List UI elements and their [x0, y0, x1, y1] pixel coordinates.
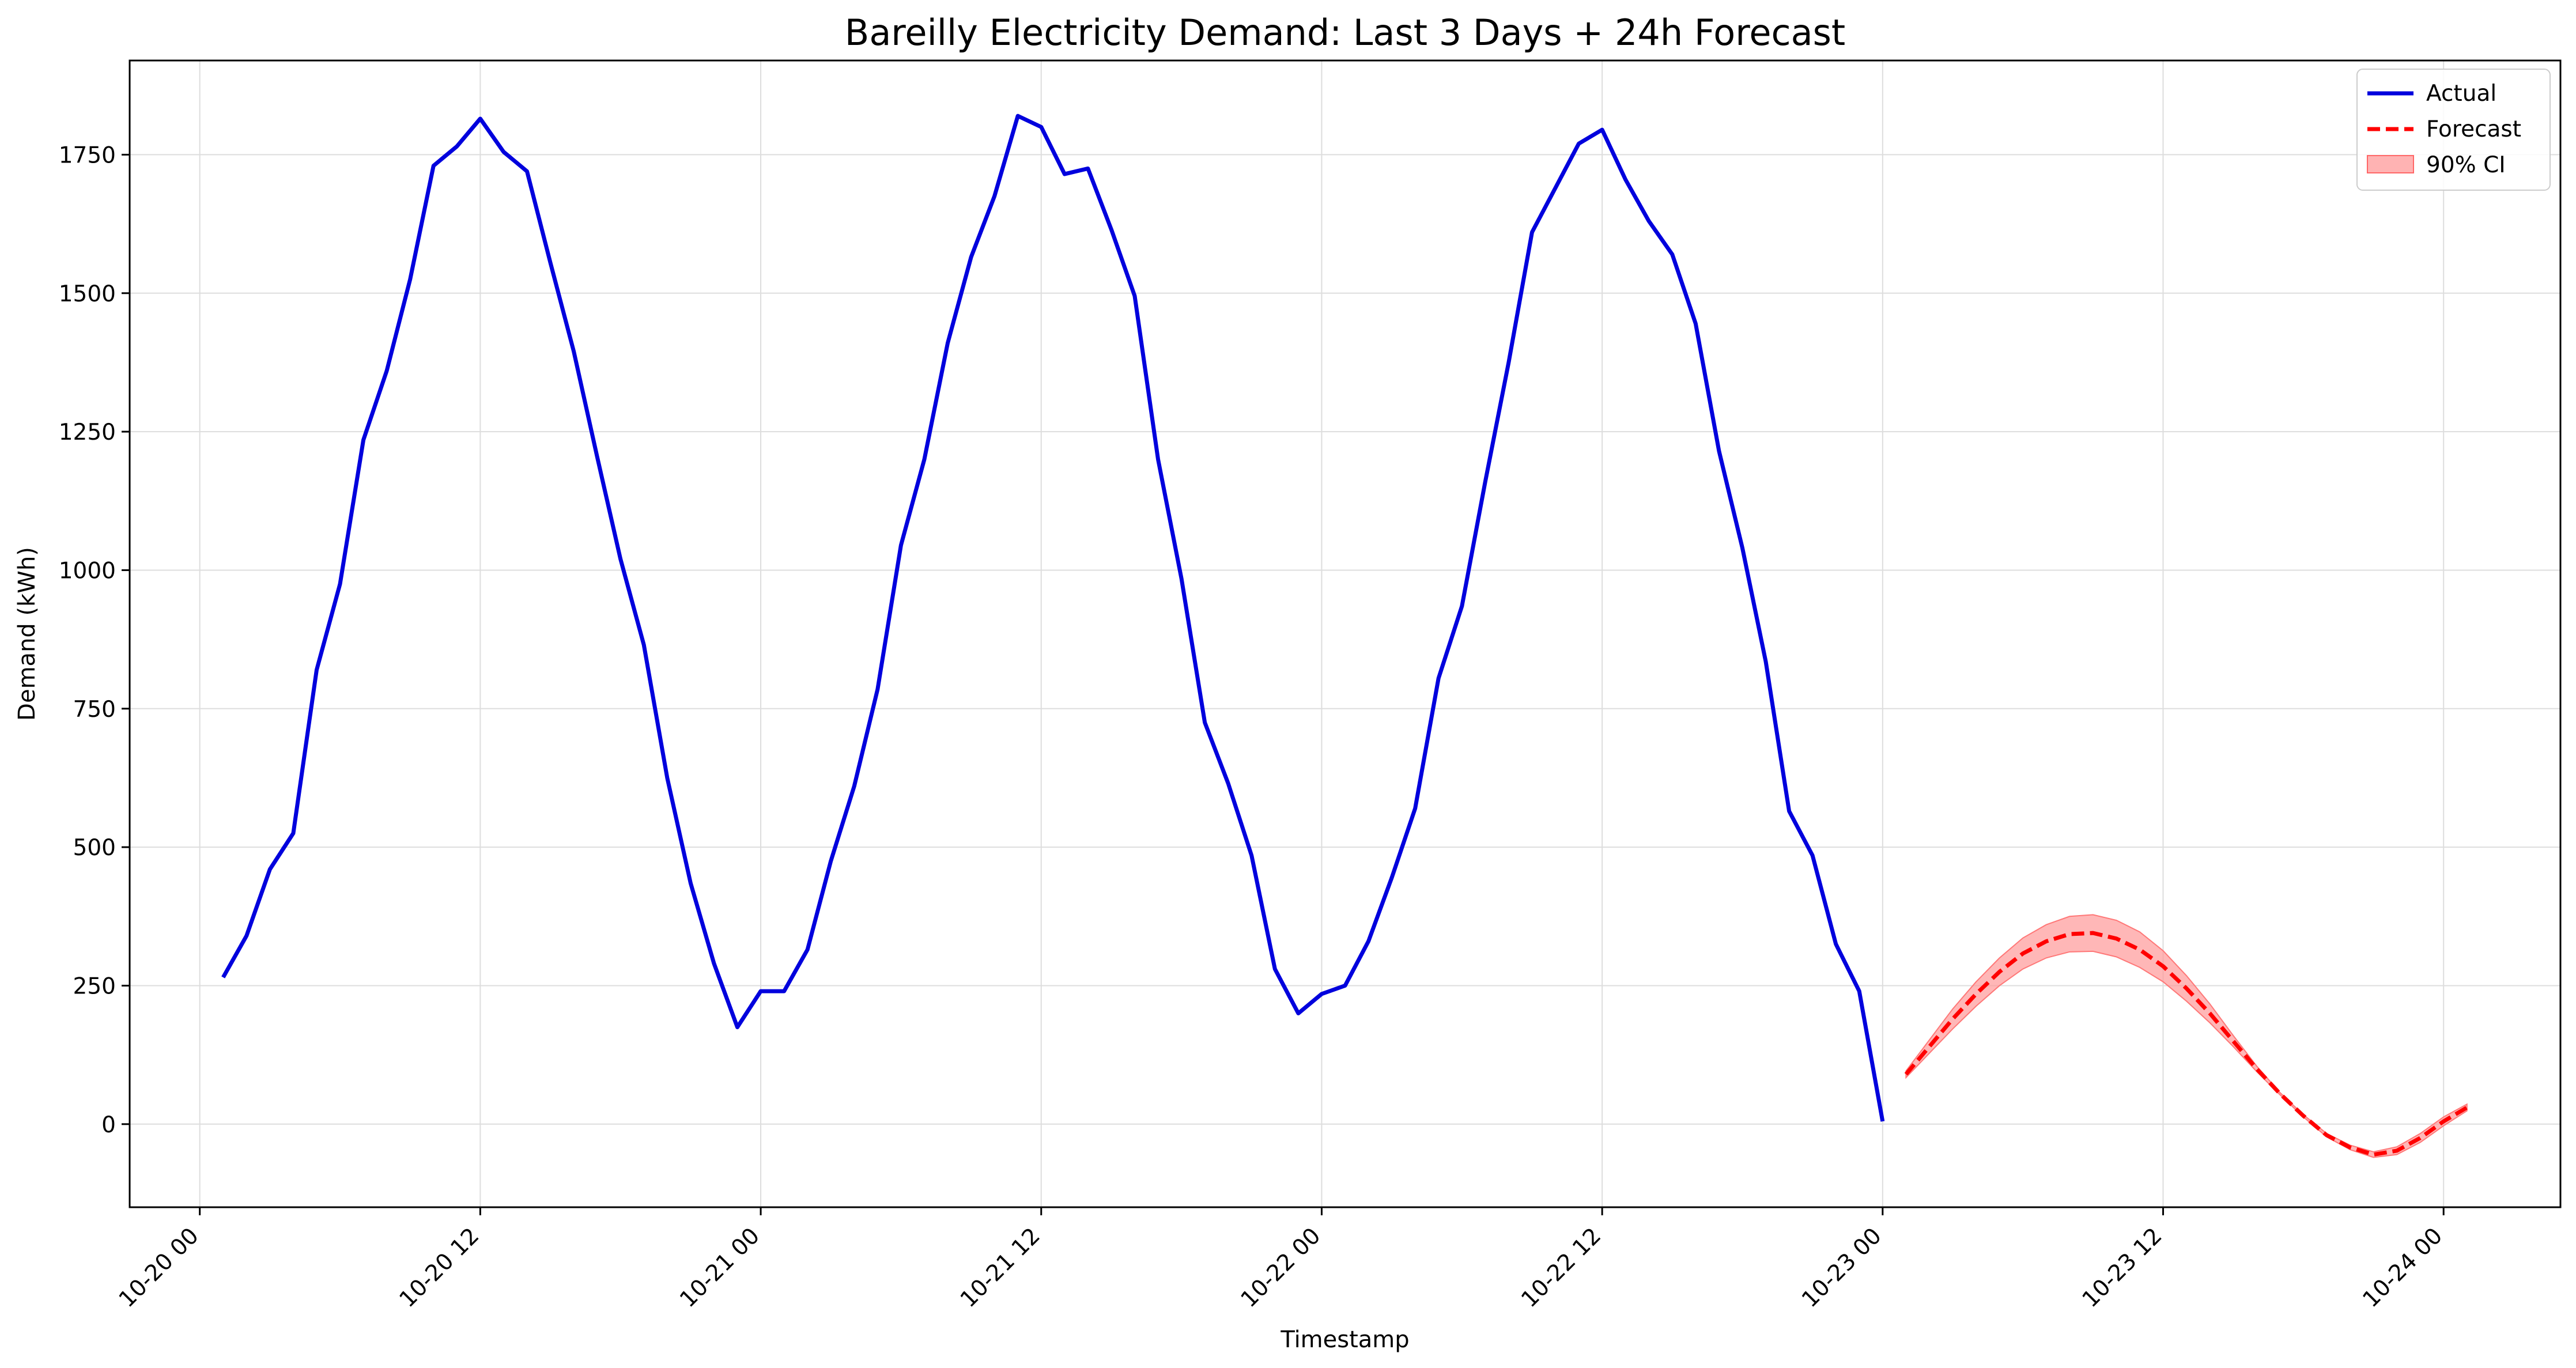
y-tick-label: 1250: [59, 420, 116, 445]
plot-frame: [129, 59, 2562, 1208]
legend-label-actual: Actual: [2426, 81, 2496, 107]
series-90-ci-band: [1905, 914, 2468, 1158]
y-tick-label: 1000: [59, 558, 116, 584]
y-axis-ticks: 0 250 500 750 1000 1250 1500 1750: [59, 142, 130, 1138]
series-layer: [221, 114, 2468, 1157]
legend-swatch-ci: [2367, 155, 2414, 173]
y-tick-label: 500: [73, 835, 116, 861]
y-tick-label: 1500: [59, 281, 116, 307]
y-tick-label: 250: [73, 973, 116, 999]
gridlines: [130, 61, 2560, 1207]
chart-title: Bareilly Electricity Demand: Last 3 Days…: [845, 12, 1845, 54]
y-tick-label: 1750: [59, 142, 116, 168]
ci-band-layer: [1905, 914, 2468, 1158]
series-actual-line: [221, 114, 1885, 1122]
y-tick-label: 0: [101, 1112, 116, 1138]
y-tick-label: 750: [73, 697, 116, 723]
y-axis-label: Demand (kWh): [14, 547, 40, 721]
series-forecast-line: [1904, 931, 2468, 1157]
legend-label-forecast: Forecast: [2426, 116, 2521, 142]
legend: Actual Forecast 90% CI: [2356, 69, 2551, 191]
x-axis-label: Timestamp: [1280, 1327, 1409, 1353]
legend-label-ci: 90% CI: [2426, 152, 2506, 178]
